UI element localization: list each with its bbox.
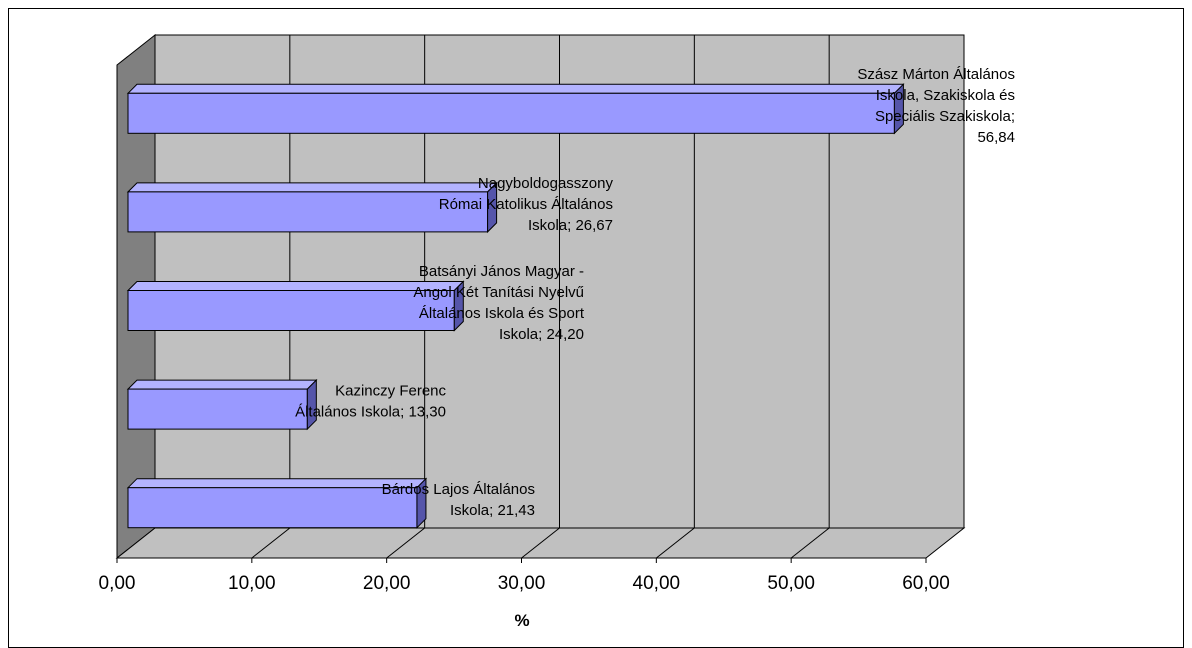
bar-top xyxy=(126,182,498,193)
floor-gridline xyxy=(521,527,560,559)
x-tick-label: 30,00 xyxy=(498,573,546,594)
bar-side xyxy=(453,280,464,332)
floor-gridline xyxy=(251,527,291,559)
bar-side xyxy=(487,181,498,234)
x-tick-label: 20,00 xyxy=(363,573,411,594)
bar-chart: 0,00 10,00 20,00 30,00 40,00 50,00 60,00 Bárdo… xyxy=(99,33,1015,630)
data-label: Kazinczy Ferenc Általános Iskola; 13,30 xyxy=(295,383,446,421)
x-axis-title: % xyxy=(514,611,529,630)
bar xyxy=(127,92,895,134)
data-label: Bárdos Lajos Általános Iskola; 21,43 xyxy=(382,481,535,519)
data-label: Nagyboldogasszony Római Katolikus Általán… xyxy=(439,175,614,234)
bar xyxy=(127,191,489,233)
x-tick-label: 0,00 xyxy=(99,573,136,594)
floor-gridline xyxy=(790,527,830,559)
bar-side xyxy=(893,83,904,135)
data-label: Batsányi János Magyar -Angol Két Tanítás… xyxy=(413,263,584,343)
bar-top xyxy=(126,83,905,94)
floor-gridline xyxy=(656,527,695,559)
x-tick-label: 10,00 xyxy=(228,573,276,594)
x-tick-label: 40,00 xyxy=(633,573,681,594)
bar-side xyxy=(306,378,317,431)
x-tick-label: 50,00 xyxy=(767,573,815,594)
floor-gridline xyxy=(386,527,425,559)
bar xyxy=(127,290,455,331)
bar-top xyxy=(126,379,318,390)
x-tick-label: 60,00 xyxy=(902,573,950,594)
bar-side xyxy=(416,477,427,529)
data-label: Szász Márton Általános Iskola, Szakiskola… xyxy=(857,66,1015,146)
bar xyxy=(127,388,308,430)
bar xyxy=(127,487,418,529)
